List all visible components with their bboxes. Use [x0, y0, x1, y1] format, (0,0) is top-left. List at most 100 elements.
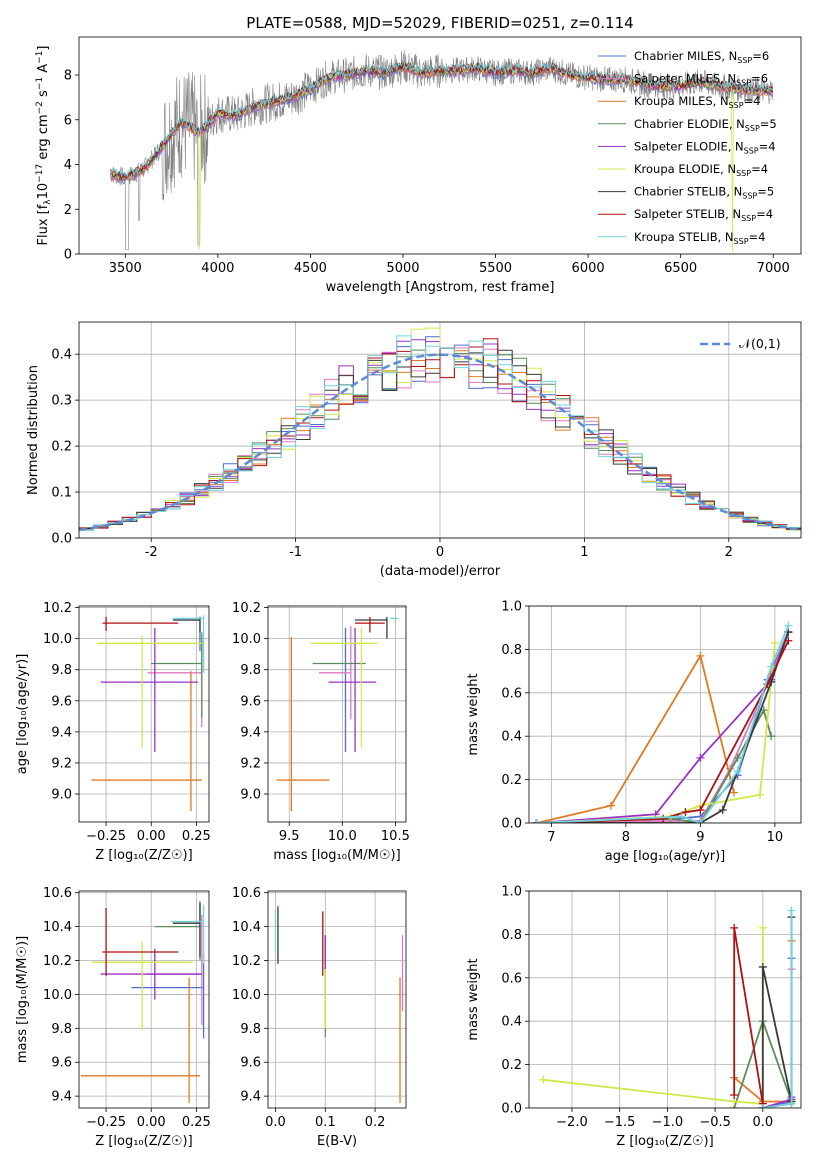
- x-tick-label: 6500: [664, 261, 697, 276]
- weight-marker: [718, 805, 727, 814]
- y-tick-label: 0.3: [51, 394, 72, 409]
- errorbar-point: [100, 948, 202, 1000]
- x-axis-label: Z [log₁₀(Z/Z☉)]: [95, 848, 192, 863]
- plot-area: [110, 49, 774, 252]
- weight-series: [532, 651, 738, 823]
- axes-frame: [267, 890, 407, 1109]
- y-tick-label: 9.0: [51, 788, 72, 803]
- x-tick-label: −1.0: [652, 1115, 684, 1130]
- y-tick-label: 9.4: [51, 725, 72, 740]
- y-tick-label: 1.0: [501, 600, 522, 615]
- errorbar-point: [171, 904, 205, 964]
- weight-marker: [729, 788, 738, 797]
- y-tick-label: 0.4: [501, 730, 522, 745]
- weight-marker: [539, 1075, 548, 1084]
- errorbar-point: [131, 953, 205, 1039]
- errorbar-point: [97, 635, 202, 748]
- x-tick-label: 5500: [479, 261, 512, 276]
- weight-line: [536, 631, 790, 823]
- x-tick-label: 3500: [109, 261, 142, 276]
- x-tick-label: 0.2: [365, 1115, 386, 1130]
- y-tick-label: 10.0: [232, 988, 261, 1003]
- axes-frame: [78, 321, 802, 539]
- y-tick-label: 9.6: [240, 1056, 261, 1071]
- y-tick-label: 9.2: [240, 756, 261, 771]
- weight-marker: [784, 636, 793, 645]
- panel-weight_vs_age: 7 8 9 10 0.0 0.2 0.4 0.6 0.8 1.0 age [log₁₀(age/yr…: [466, 600, 802, 864]
- weight-series: [532, 621, 793, 823]
- y-tick-label: 9.6: [51, 694, 72, 709]
- y-tick-label: 10.4: [43, 920, 72, 935]
- errorbar-point: [91, 941, 193, 1031]
- weight-marker: [677, 812, 686, 821]
- panel-mass_vs_ebv: 0.0 0.1 0.2 9.4 9.6 9.8 10.0 10.2 10.4 10.6 E(B-V): [232, 886, 407, 1149]
- weight-series: [758, 906, 796, 1108]
- grid-lines: [529, 606, 801, 823]
- y-tick-label: 10.6: [232, 886, 261, 901]
- errorbar-point: [172, 616, 201, 633]
- x-tick-label: 2: [725, 545, 733, 560]
- x-tick-label: -1: [289, 545, 302, 560]
- plot-area: [79, 891, 209, 1108]
- x-tick-label: −2.0: [556, 1115, 588, 1130]
- axes-frame: [528, 890, 802, 1109]
- y-tick-label: 0.6: [501, 971, 522, 986]
- panel-weight_vs_Z: −2.0 −1.5 −1.0 −0.5 0.0 0.0 0.2 0.4 0.6 0.8 1.0 Z […: [466, 885, 802, 1149]
- x-tick-label: −0.25: [86, 829, 126, 844]
- y-tick-label: 9.8: [51, 1022, 72, 1037]
- normal-reference-curve: [79, 353, 801, 532]
- y-tick-label: 0.1: [51, 486, 72, 501]
- x-tick-label: 0.0: [265, 1115, 286, 1130]
- x-tick-label: 8: [622, 830, 630, 845]
- plot-area: [529, 891, 801, 1108]
- x-tick-label: 0.25: [182, 1115, 211, 1130]
- y-axis-label: Flux [fλ10−17 erg cm−2 s−1 A−1]: [35, 46, 53, 246]
- weight-marker: [767, 732, 776, 741]
- errorbar-point: [102, 616, 179, 631]
- errorbar-point: [102, 907, 179, 976]
- weight-marker: [606, 801, 615, 810]
- errorbar-point: [100, 627, 199, 753]
- weight-marker: [784, 621, 793, 630]
- weight-line: [536, 631, 790, 823]
- weight-marker: [696, 819, 705, 823]
- weight-marker: [758, 962, 767, 971]
- weight-marker: [730, 923, 739, 932]
- weight-marker: [696, 651, 705, 660]
- weight-marker: [733, 753, 742, 762]
- x-tick-label: 10.0: [328, 829, 357, 844]
- weight-marker: [696, 805, 705, 814]
- x-tick-label: 1: [580, 545, 588, 560]
- errorbar-point: [147, 641, 203, 728]
- axes-frame: [78, 605, 210, 823]
- x-tick-label: 0: [436, 545, 444, 560]
- weight-line: [536, 631, 790, 823]
- x-tick-label: −0.5: [699, 1115, 731, 1130]
- legend-label: Chabrier MILES, NSSP=6: [634, 49, 769, 65]
- y-tick-label: 9.0: [240, 788, 261, 803]
- legend-label: Salpeter STELIB, NSSP=4: [634, 207, 773, 223]
- y-axis-label: mass weight: [466, 673, 481, 755]
- weight-series: [532, 628, 793, 823]
- weight-marker: [733, 766, 742, 775]
- residual-histogram: [79, 338, 801, 529]
- legend-label: Kroupa MILES, NSSP=4: [634, 94, 760, 110]
- grid-lines: [529, 891, 801, 1108]
- weight-line: [536, 707, 773, 823]
- legend-label: Chabrier STELIB, NSSP=5: [634, 185, 774, 201]
- weight-line: [543, 927, 764, 1105]
- x-axis-label: Z [log₁₀(Z/Z☉)]: [95, 1134, 192, 1149]
- y-tick-label: 10.2: [43, 954, 72, 969]
- x-tick-label: 9.5: [279, 829, 300, 844]
- y-tick-label: 8: [64, 69, 72, 84]
- panel-age_vs_mass: 9.5 10.0 10.5 9.0 9.2 9.4 9.6 9.8 10.0 10.2 mass […: [232, 601, 410, 863]
- grid-lines: [79, 606, 209, 822]
- y-tick-label: 10.0: [43, 988, 72, 1003]
- y-tick-label: 0.2: [501, 773, 522, 788]
- y-axis-label: mass [log₁₀(M/M☉)]: [15, 936, 30, 1063]
- y-tick-label: 0.4: [51, 348, 72, 363]
- weight-series: [730, 923, 767, 1108]
- weight-marker: [756, 790, 765, 799]
- errorbar-point: [91, 671, 202, 812]
